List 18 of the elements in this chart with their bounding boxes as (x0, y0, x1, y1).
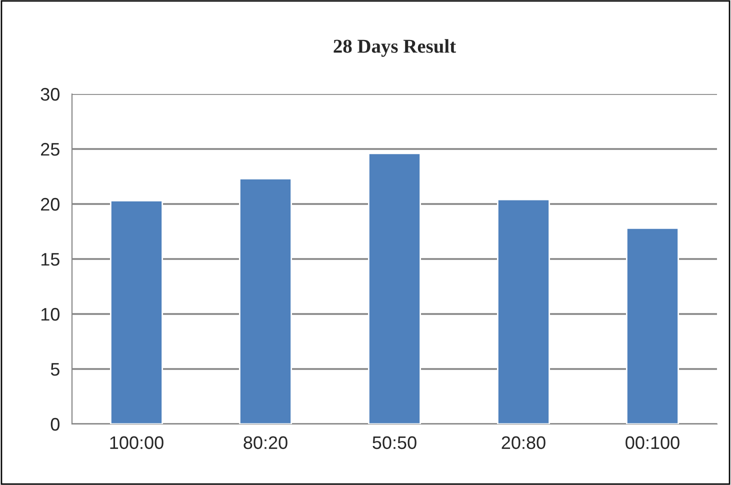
y-tick-label: 20 (41, 198, 60, 211)
x-tick-label: 50:50 (372, 436, 416, 450)
x-tick-label: 00:100 (626, 436, 680, 450)
y-tick-label: 30 (40, 88, 60, 101)
bar (626, 228, 679, 424)
y-tick-label: 15 (41, 253, 60, 266)
chart-title: 28 Days Result (334, 39, 456, 57)
x-tick-label: 100:00 (110, 436, 164, 450)
y-tick-label: 0 (50, 418, 60, 431)
y-tick-label: 5 (50, 363, 60, 376)
bar (110, 200, 163, 424)
bar (497, 198, 550, 424)
y-tick-label: 25 (41, 142, 60, 156)
bar (239, 178, 292, 424)
x-tick-label: 20:80 (502, 436, 546, 450)
x-tick-label: 80:20 (244, 436, 288, 450)
bar (368, 152, 421, 424)
y-tick-label: 10 (41, 308, 60, 321)
